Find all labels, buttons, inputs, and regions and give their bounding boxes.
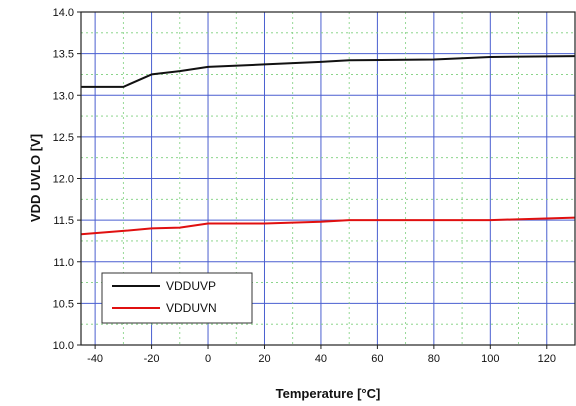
y-axis: 10.0 10.5 11.0 11.5 12.0 12.5 13.0 13.5 14.0 [53,7,81,352]
y-tick-label: 14.0 [53,7,74,19]
x-tick-label: 20 [258,353,270,365]
y-tick-label: 12.5 [53,132,74,144]
series-line-vdduvn [80,216,576,236]
x-tick-label: -40 [87,353,103,365]
series-layer [80,55,576,236]
x-tick-label: 60 [371,353,383,365]
x-axis-title: Temperature [°C] [276,386,381,401]
y-tick-label: 12.0 [53,174,74,186]
x-tick-label: 100 [481,353,499,365]
legend-label-vdduvp: VDDUVP [166,279,216,293]
x-tick-label: 120 [538,353,556,365]
x-tick-label: 40 [315,353,327,365]
x-tick-label: 80 [428,353,440,365]
legend-box [101,272,253,324]
y-tick-label: 11.5 [53,215,74,227]
y-tick-label: 11.0 [53,257,74,269]
x-tick-label: 0 [205,353,211,365]
series-line-vdduvp [81,55,576,88]
y-tick-label: 10.0 [53,340,74,352]
x-tick-label: -20 [144,353,160,365]
x-axis: -40 -20 0 20 40 60 80 100 120 [87,345,556,365]
y-tick-label: 13.0 [53,90,74,102]
y-tick-label: 13.5 [53,49,74,61]
legend-label-vdduvn: VDDUVN [166,301,217,315]
y-tick-label: 10.5 [53,298,74,310]
minor-grid [81,12,575,345]
y-axis-title: VDD UVLO [V] [28,134,43,222]
legend: VDDUVP VDDUVN [101,272,253,324]
